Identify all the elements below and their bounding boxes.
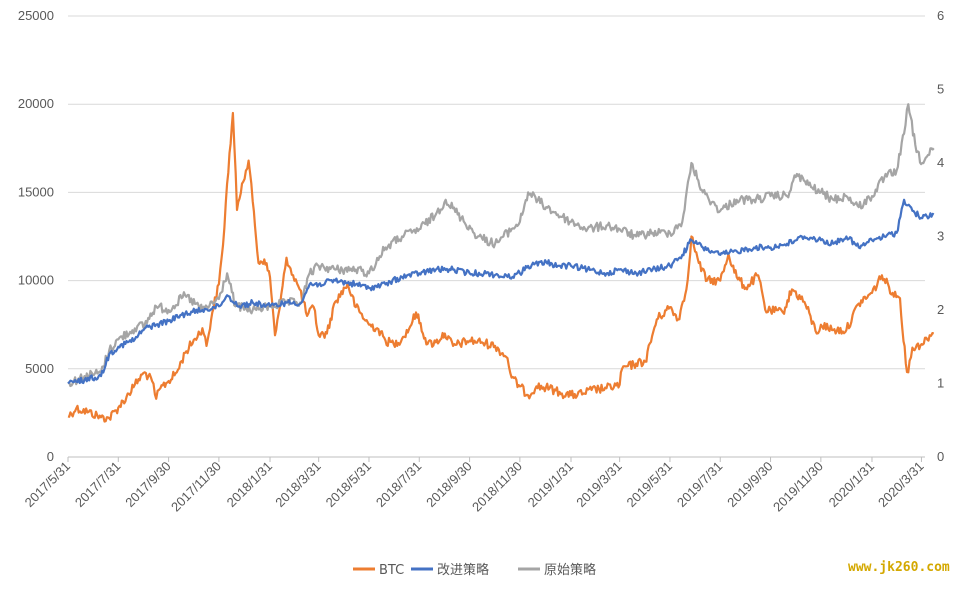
- x-tick-label: 2019/3/31: [573, 459, 625, 511]
- series-line-original: [67, 103, 935, 388]
- x-tick-label: 2018/3/31: [272, 459, 324, 511]
- y-right-tick-label: 2: [937, 302, 944, 317]
- y-left-tick-label: 5000: [25, 361, 54, 376]
- x-tick-label: 2017/7/31: [72, 459, 124, 511]
- x-tick-label: 2019/11/30: [770, 459, 826, 515]
- x-tick-label: 2019/5/31: [624, 459, 676, 511]
- y-right-tick-label: 6: [937, 8, 944, 23]
- y-left-tick-label: 0: [47, 449, 54, 464]
- legend-label: 改进策略: [437, 562, 489, 578]
- x-tick-label: 2018/9/30: [423, 459, 475, 511]
- axes: 0 5000 10000 15000 20000 25000 0 1 2 3 4 5 6 2017/5/3…: [18, 8, 944, 514]
- x-tick-label: 2020/3/31: [875, 459, 927, 511]
- y-right-tick-label: 5: [937, 82, 944, 97]
- legend-label: 原始策略: [544, 562, 596, 578]
- y-right-tick-label: 4: [937, 155, 944, 170]
- series-line-improved: [67, 198, 935, 385]
- gridlines: [68, 15, 925, 370]
- y-left-tick-label: 20000: [18, 96, 54, 111]
- y-left-tick-label: 15000: [18, 184, 54, 199]
- series-line-btc: [67, 111, 935, 423]
- y-left-tick-label: 25000: [18, 8, 54, 23]
- y-right-tick-label: 0: [937, 449, 944, 464]
- legend: BTC 改进策略 原始策略: [353, 562, 596, 578]
- y-right-tick-label: 3: [937, 229, 944, 244]
- y-left-tick-label: 10000: [18, 273, 54, 288]
- x-tick-label: 2019/7/31: [674, 459, 726, 511]
- series-lines: [67, 103, 935, 423]
- x-tick-label: 2018/1/31: [224, 459, 276, 511]
- x-tick-label: 2019/9/30: [724, 459, 776, 511]
- x-tick-label: 2017/11/30: [168, 459, 224, 515]
- x-tick-label: 2018/7/31: [373, 459, 425, 511]
- x-tick-label: 2019/1/31: [525, 459, 577, 511]
- watermark-text: www.jk260.com: [848, 560, 950, 575]
- x-tick-label: 2020/1/31: [826, 459, 878, 511]
- x-tick-label: 2017/5/31: [22, 459, 74, 511]
- x-tick-label: 2017/9/30: [122, 459, 174, 511]
- y-right-tick-label: 1: [937, 376, 944, 391]
- x-tick-label: 2018/5/31: [323, 459, 375, 511]
- x-tick-label: 2018/11/30: [469, 459, 525, 515]
- legend-label: BTC: [379, 563, 404, 578]
